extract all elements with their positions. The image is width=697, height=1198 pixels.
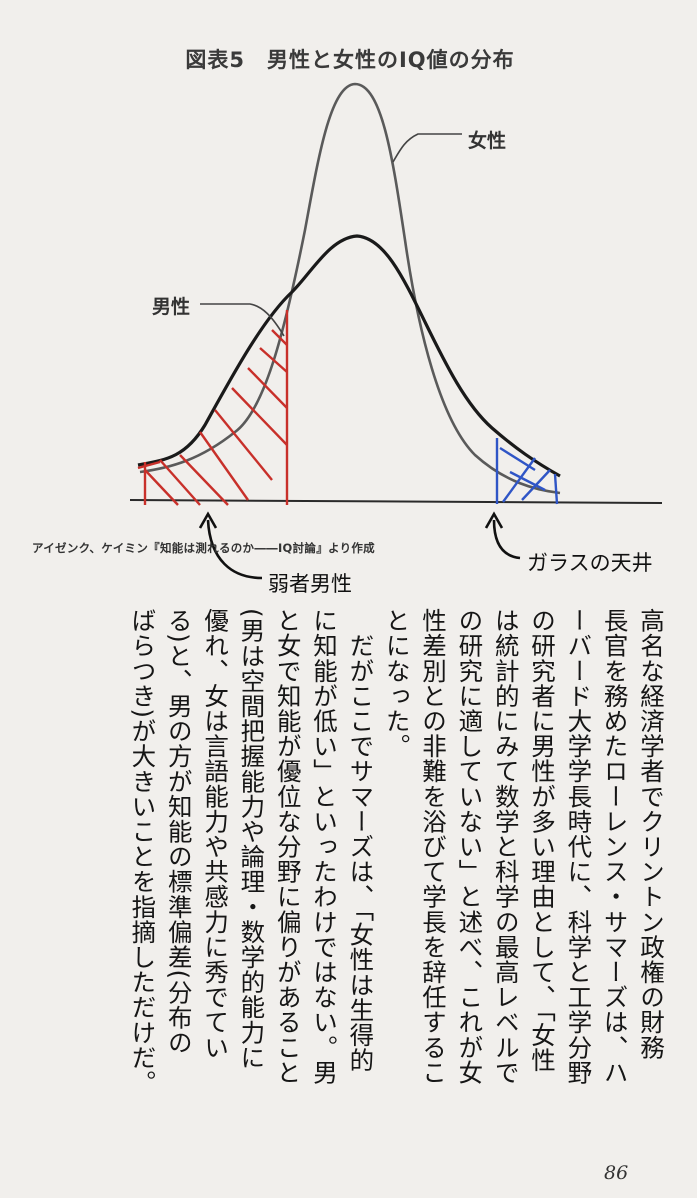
weak-males-arrow — [198, 511, 263, 580]
weak-males-annotation: 弱者男性 — [268, 572, 352, 596]
body-text: 高名な経済学者でクリントン政権の財務 長官を務めたローレンス・サマーズは、ハ ー… — [130, 608, 675, 1133]
male-curve — [137, 234, 561, 478]
glass-ceiling-hatch — [495, 438, 559, 505]
text-line: の研究に適していない」と述べ、これが女 — [457, 608, 485, 1085]
text-line: の研究者に男性が多い理由として、「女性 — [529, 608, 558, 1073]
text-line: は統計的にみて数学と科学の最高レベルで — [493, 608, 521, 1085]
text-line: ーバード大学学長時代に、科学と工学分野 — [566, 608, 594, 1085]
glass-ceiling-arrow — [484, 511, 521, 560]
female-curve — [139, 82, 561, 495]
text-line: (男は空間把握能力や論理・数学的能力に — [239, 608, 267, 1070]
male-label: 男性 — [152, 296, 191, 318]
figure-caption: アイゼンク、ケイミン『知能は測れるのか――IQ討論』より作成 — [32, 541, 375, 555]
page-number: 86 — [604, 1162, 629, 1184]
text-line: 長官を務めたローレンス・サマーズは、ハ — [602, 608, 630, 1085]
text-line: に知能が低い」といったわけではない。男 — [311, 608, 340, 1085]
text-line: 優れ、女は言語能力や共感力に秀でてい — [202, 608, 231, 1060]
text-line: ばらつき)が大きいことを指摘しただけだ。 — [130, 608, 158, 1096]
female-label: 女性 — [468, 130, 507, 152]
baseline — [129, 499, 663, 504]
male-pointer — [200, 303, 285, 337]
weak-males-hatch — [137, 310, 289, 506]
text-line: と女で知能が優位な分野に偏りがあること — [275, 608, 303, 1085]
text-line: る)と、男の方が知能の標準偏差(分布の — [166, 608, 194, 1056]
text-line: 性差別との非難を浴びて学長を辞任するこ — [420, 608, 449, 1085]
text-line: 高名な経済学者でクリントン政権の財務 — [638, 608, 666, 1060]
glass-ceiling-annotation: ガラスの天井 — [527, 551, 653, 575]
text-line: とになった。 — [384, 608, 412, 759]
text-line: だがここでサマーズは、「女性は生得的 — [348, 608, 376, 1073]
female-pointer — [392, 133, 462, 163]
figure-title: 図表5 男性と女性のIQ値の分布 — [185, 48, 515, 72]
